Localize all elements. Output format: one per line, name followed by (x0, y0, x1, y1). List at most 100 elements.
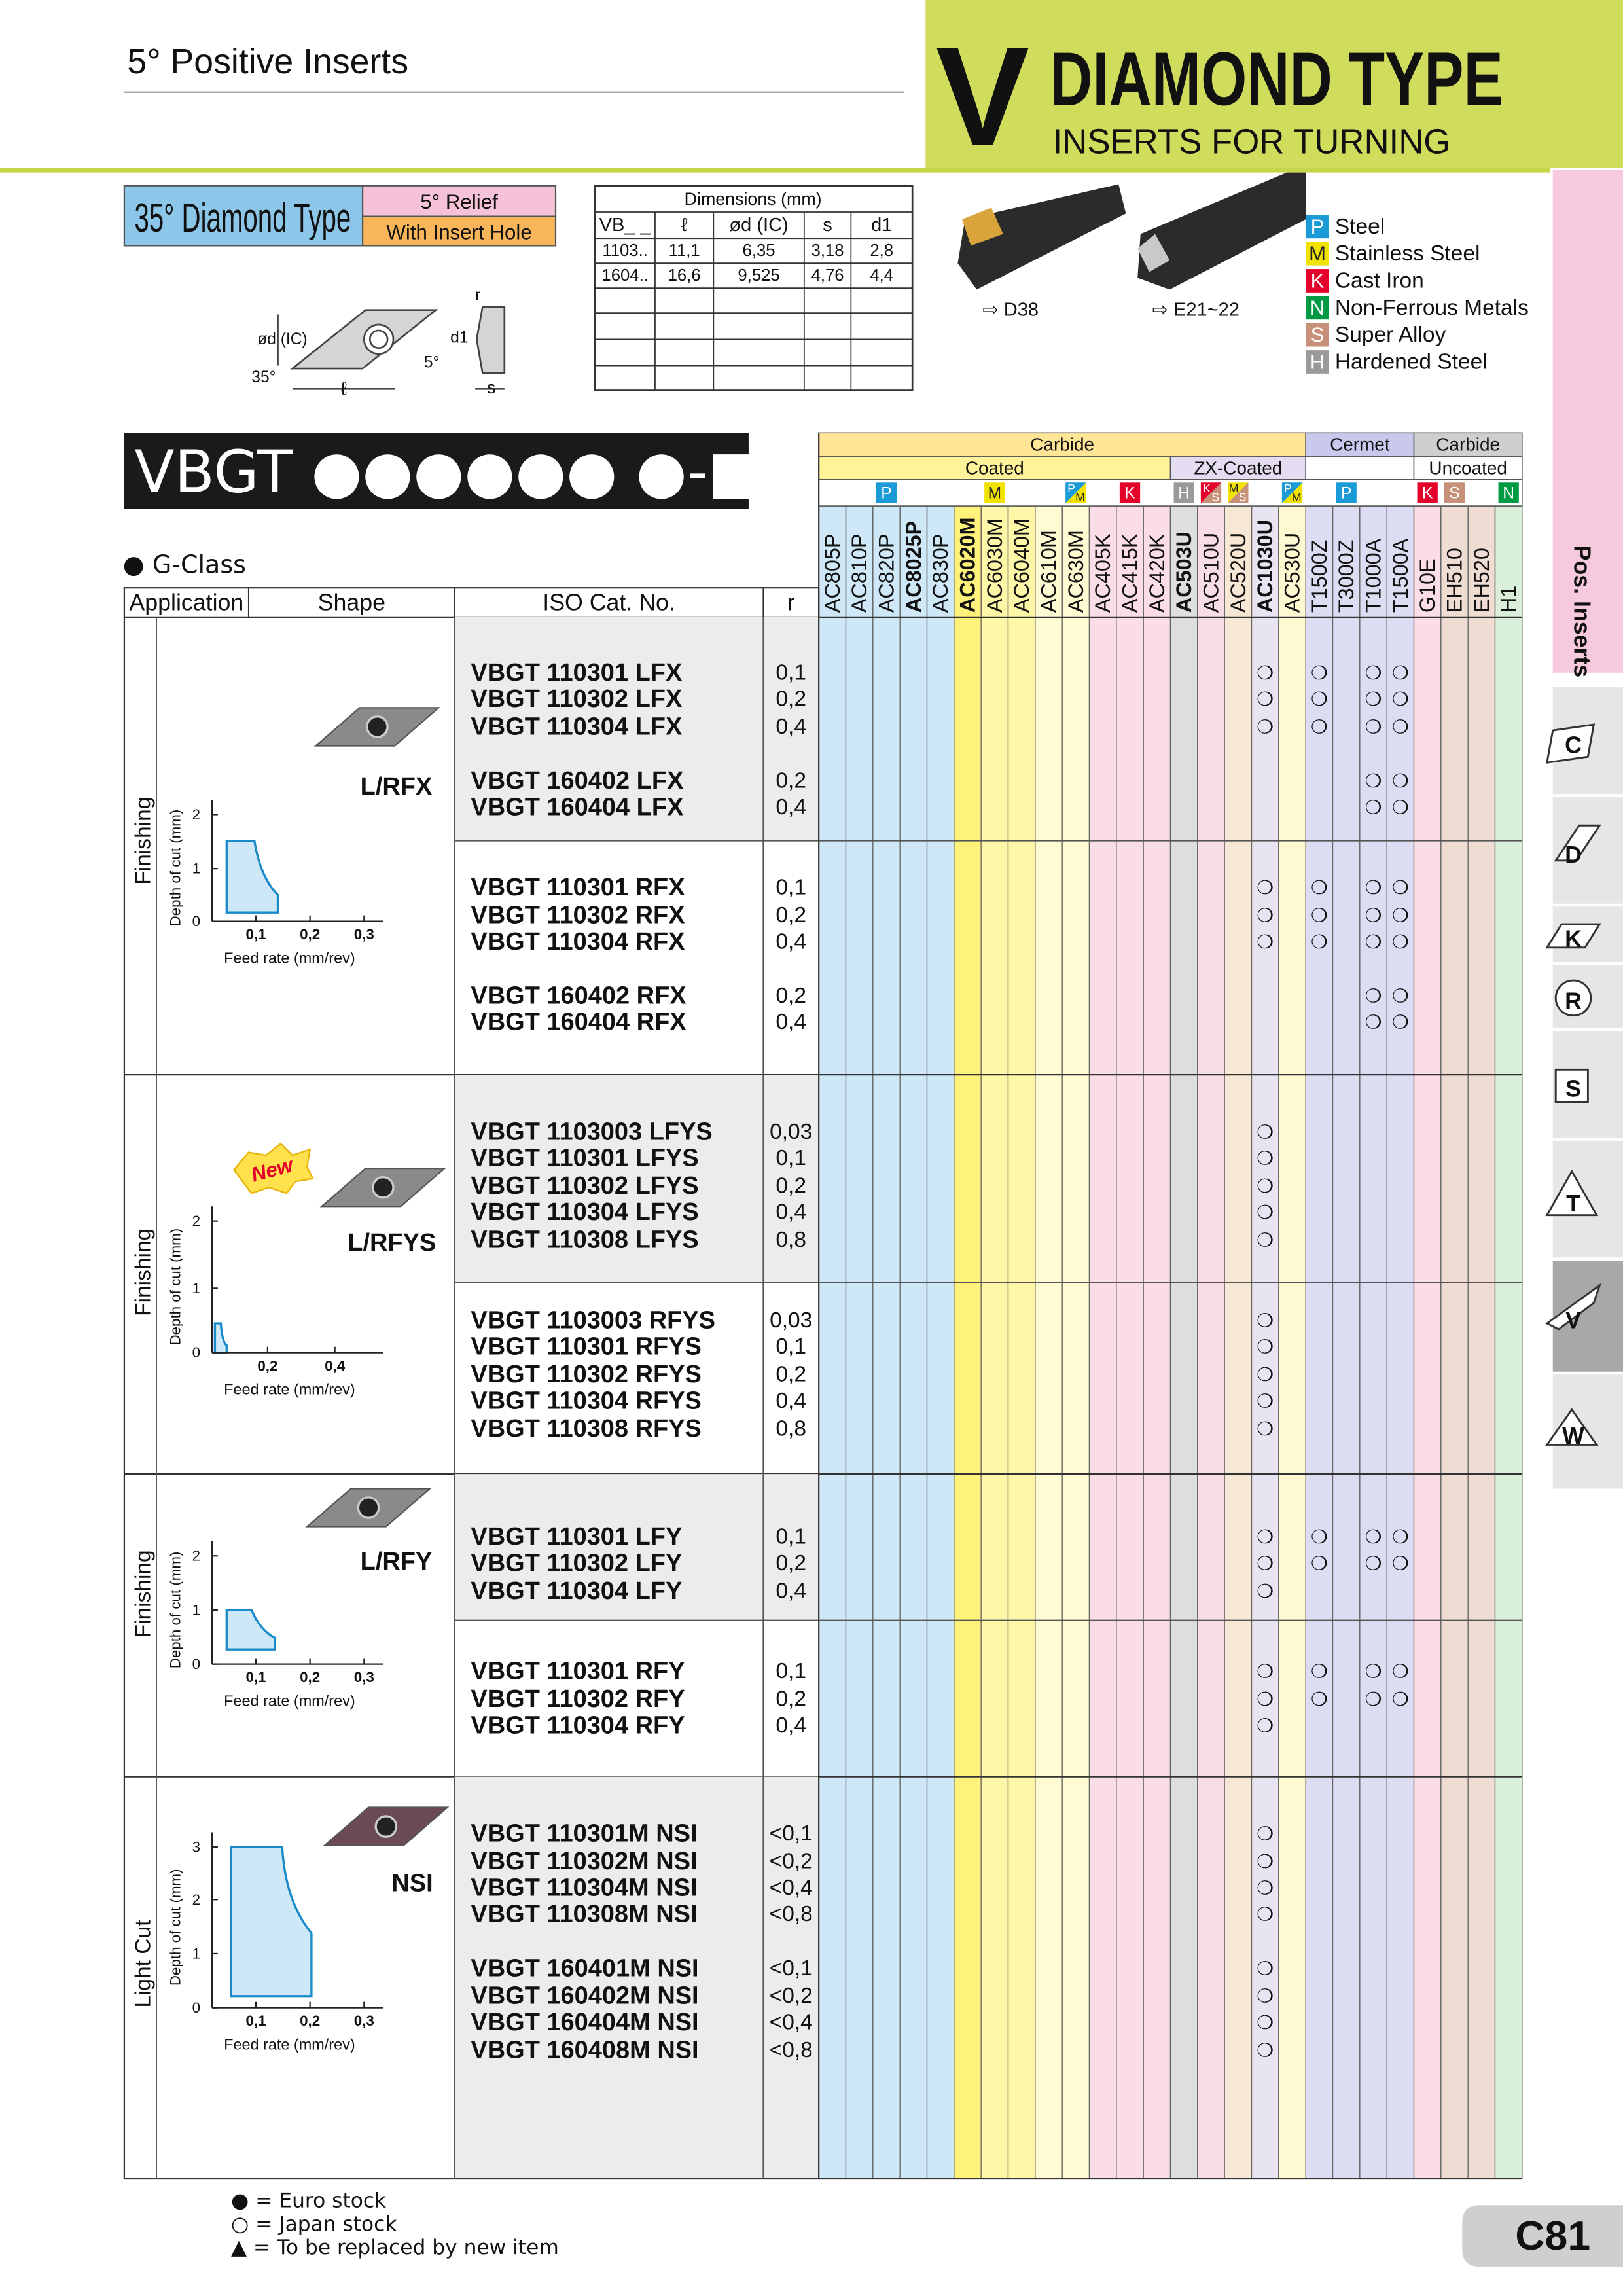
grade-name: T1000A (1362, 538, 1385, 613)
chart-y-tick: 2 (192, 1213, 200, 1229)
insert-hole-inner (368, 329, 389, 350)
corner-radius: 0,2 (776, 1363, 806, 1387)
grade-column (1035, 505, 1063, 2179)
stock-mark: ❍ (1311, 688, 1328, 710)
material-swatch (1306, 323, 1329, 347)
corner-radius: 0,2 (776, 1551, 806, 1575)
corner-radius: 0,1 (776, 660, 806, 685)
material-swatch (1306, 242, 1329, 266)
grade-name: T3000Z (1334, 540, 1358, 613)
stock-mark: ❍ (1257, 1418, 1274, 1440)
catalog-number: VBGT 160402 RFX (471, 982, 686, 1010)
grade-column (1386, 505, 1415, 2179)
shape-label: L/RFX (361, 773, 433, 800)
grade-column (1197, 505, 1225, 2179)
holder-insert (962, 207, 1003, 246)
catalog-number: VBGT 110308M NSI (471, 1901, 697, 1928)
stock-mark: ❍ (1311, 715, 1328, 738)
catalog-number: VBGT 160408M NSI (471, 2036, 698, 2064)
tab-shape (1554, 979, 1592, 1017)
corner-radius: 0,1 (776, 1335, 806, 1359)
tab-letter: R (1565, 988, 1582, 1014)
grade-column (1088, 505, 1117, 2179)
dimensions-header: d1 (871, 215, 892, 236)
subfamily-header (1169, 456, 1306, 480)
side-tab-title: Pos. Inserts (1569, 545, 1595, 678)
class-label: ● G-Class (123, 550, 246, 579)
subfamily-label: Uncoated (1429, 457, 1507, 478)
chart-x-tick: 0,2 (300, 2013, 320, 2029)
corner-radius: 0,4 (776, 1713, 806, 1738)
stock-mark: ❍ (1257, 1310, 1274, 1332)
insert-picture-hole (357, 1496, 380, 1519)
relief-label: 5° Relief (420, 190, 498, 213)
catalog-number: VBGT 110308 RFYS (471, 1415, 701, 1443)
iso-letter: M (1292, 491, 1302, 504)
catalog-number: VBGT 110304 RFYS (471, 1387, 701, 1414)
catalog-number: VBGT 110302 RFX (471, 902, 685, 929)
iso-letter: K (1422, 485, 1433, 503)
chart-x-tick: 0,1 (245, 1669, 266, 1685)
catalog-number: VBGT 110301 RFY (471, 1658, 685, 1685)
chart-y-label: Depth of cut (mm) (168, 810, 184, 927)
material-label: Cast Iron (1335, 268, 1424, 293)
insert-picture-hole (374, 1815, 398, 1838)
block-background (454, 617, 819, 841)
iso-marker (1228, 482, 1249, 503)
material-label: Stainless Steel (1335, 242, 1480, 266)
dimensions-cell: 4,76 (812, 266, 844, 285)
stock-mark: ❍ (1392, 931, 1409, 953)
chart-y-tick: 0 (192, 913, 200, 929)
header-band (925, 0, 1623, 168)
iso-marker (1119, 482, 1141, 503)
stock-mark: ❍ (1392, 1011, 1409, 1033)
family-label: Carbide (1436, 435, 1500, 455)
iso-marker (1200, 482, 1222, 503)
family-header (1413, 432, 1523, 457)
chart-x-tick: 0,4 (325, 1357, 346, 1374)
iso-letter: S (1211, 491, 1219, 504)
grade-column (1143, 505, 1171, 2179)
iso-letter: M (1075, 491, 1085, 504)
grade-column (1007, 505, 1036, 2179)
corner-radius: 0,1 (776, 876, 806, 900)
stock-mark: ❍ (1364, 796, 1382, 818)
material-swatch (1306, 215, 1329, 239)
grade-column (1332, 505, 1361, 2179)
drawing-label: s (487, 378, 495, 397)
grade-name: AC610M (1037, 530, 1061, 613)
chart-x-tick: 0,3 (354, 2013, 374, 2029)
corner-radius: 0,4 (776, 1579, 806, 1603)
catalog-number: VBGT 160401M NSI (471, 1954, 698, 1982)
material-code: K (1311, 269, 1325, 292)
grade-column (1169, 505, 1198, 2179)
footer-legend: ○ = Japan stock (231, 2212, 397, 2236)
insert-hole (363, 323, 395, 355)
corner-radius: 0,03 (770, 1120, 812, 1144)
grade-column (980, 505, 1009, 2179)
chart-y-tick: 2 (192, 806, 200, 823)
block-background (454, 840, 819, 1075)
corner-radius: 0,2 (776, 687, 806, 711)
table-header-row (123, 587, 820, 618)
table-header: r (787, 590, 795, 616)
subfamily-label: Coated (965, 457, 1024, 478)
stock-mark: ❍ (1392, 1552, 1409, 1574)
chart-y-tick: 0 (192, 1656, 200, 1672)
grade-column (1116, 505, 1144, 2179)
chart-y-label: Depth of cut (mm) (168, 1229, 184, 1346)
grade-name: AC810P (847, 534, 871, 613)
corner-radius: 0,1 (776, 1659, 806, 1683)
catalog-number: VBGT 110304 LFYS (471, 1198, 698, 1226)
stock-mark: ❍ (1257, 1201, 1274, 1223)
grade-name: T1500A (1389, 538, 1412, 613)
hole-box (361, 215, 557, 247)
footer-legend: ▲ = To be replaced by new item (231, 2236, 559, 2259)
chart-x-tick: 0,3 (354, 1669, 374, 1685)
catalog-number: VBGT 110301 RFYS (471, 1333, 701, 1361)
chart-y-tick: 2 (192, 1548, 200, 1564)
stock-mark: ❍ (1364, 985, 1382, 1007)
iso-letter: H (1178, 485, 1190, 503)
iso-letter: P (1067, 482, 1075, 495)
